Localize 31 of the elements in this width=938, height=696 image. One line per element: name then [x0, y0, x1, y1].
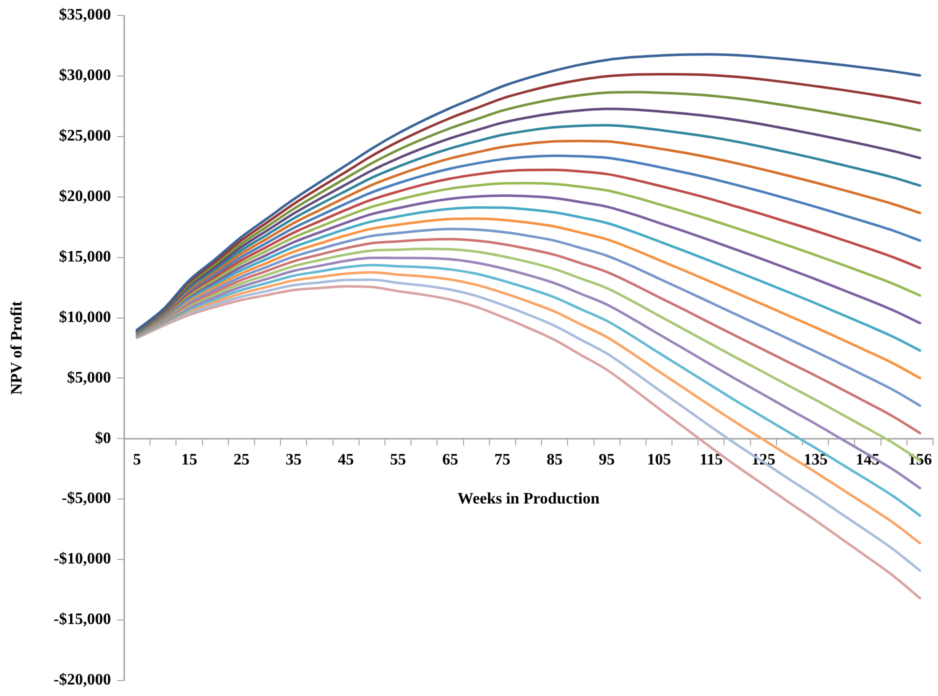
- line-series: [136, 217, 922, 380]
- y-tick-label: -$20,000: [54, 672, 111, 689]
- x-tick-label: 15: [181, 451, 198, 468]
- x-tick-label: 25: [233, 451, 250, 468]
- x-tick-label: 5: [133, 451, 142, 468]
- y-tick-label: $25,000: [59, 128, 111, 145]
- y-tick-label: -$15,000: [54, 611, 111, 628]
- y-tick-label: $10,000: [59, 308, 111, 326]
- x-tick-label: 105: [646, 451, 671, 468]
- y-tick-label: -$5,000: [62, 490, 111, 508]
- y-axis-title: NPV of Profit: [8, 300, 26, 395]
- y-tick-label: $30,000: [59, 67, 111, 84]
- y-tick-label: $35,000: [59, 6, 111, 24]
- x-tick-label: 95: [598, 451, 615, 468]
- line-series: [136, 238, 922, 434]
- y-tick-label: $15,000: [59, 248, 111, 266]
- line-series: [136, 206, 922, 352]
- x-tick-label: 75: [494, 451, 510, 468]
- x-tick-label: 115: [700, 451, 723, 468]
- x-tick-label: 45: [338, 451, 354, 468]
- line-series: [136, 228, 922, 407]
- x-tick-label: 135: [804, 451, 828, 468]
- x-axis-title: Weeks in Production: [458, 490, 600, 508]
- x-tick-label: 55: [390, 451, 406, 468]
- x-tick-label: 35: [286, 451, 302, 468]
- y-tick-label: $0: [95, 430, 111, 447]
- y-tick-label: -$10,000: [54, 550, 111, 568]
- x-tick-label: 65: [442, 451, 458, 468]
- x-tick-label: 85: [546, 451, 563, 468]
- y-tick-label: $5,000: [67, 369, 111, 386]
- y-tick-label: $20,000: [59, 188, 111, 206]
